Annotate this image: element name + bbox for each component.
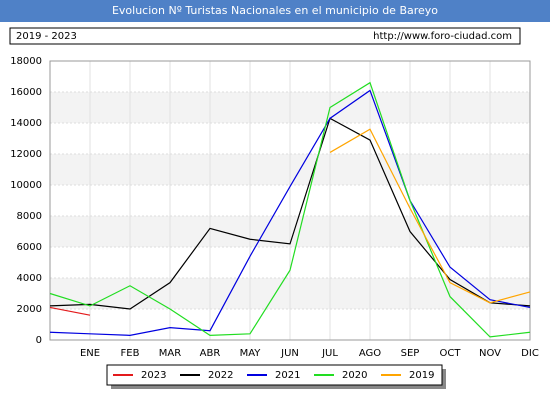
legend-label: 2022 — [208, 370, 233, 381]
period: 2019 - 2023 — [16, 31, 77, 42]
legend-box — [106, 364, 443, 386]
legend-label: 2021 — [275, 370, 300, 381]
x-tick-label: DIC — [521, 348, 539, 359]
x-tick-label: FEB — [121, 348, 140, 359]
title-bar — [0, 0, 550, 22]
x-tick-label: AGO — [359, 348, 381, 359]
legend-label: 2020 — [342, 370, 367, 381]
y-tick-label: 10000 — [10, 180, 42, 191]
y-tick-label: 16000 — [10, 87, 42, 98]
x-tick-label: NOV — [479, 348, 501, 359]
x-tick-label: ABR — [200, 348, 221, 359]
y-tick-label: 4000 — [17, 273, 42, 284]
y-tick-label: 18000 — [10, 56, 42, 67]
x-tick-label: OCT — [440, 348, 462, 359]
legend-label: 2023 — [141, 370, 166, 381]
x-tick-label: JUL — [321, 348, 338, 359]
y-tick-label: 8000 — [17, 211, 42, 222]
y-tick-label: 0 — [36, 335, 42, 346]
x-tick-label: SEP — [401, 348, 420, 359]
x-tick-label: MAY — [240, 348, 262, 359]
legend-label: 2019 — [409, 370, 434, 381]
series-line — [49, 89, 531, 336]
series-line — [329, 128, 531, 304]
x-tick-label: ENE — [80, 348, 100, 359]
source: http://www.foro-ciudad.com — [373, 31, 512, 42]
chart-title: Evolucion Nº Turistas Nacionales en el m… — [112, 4, 438, 17]
series-line — [49, 117, 531, 310]
series-line — [49, 81, 531, 338]
series-line — [49, 306, 91, 316]
y-tick-label: 14000 — [10, 118, 42, 129]
x-tick-label: MAR — [159, 348, 181, 359]
plot-frame — [49, 60, 531, 341]
y-tick-label: 2000 — [17, 304, 42, 315]
y-tick-label: 6000 — [17, 242, 42, 253]
x-tick-label: JUN — [280, 348, 299, 359]
y-tick-label: 12000 — [10, 149, 42, 160]
subheader-box — [9, 27, 521, 45]
